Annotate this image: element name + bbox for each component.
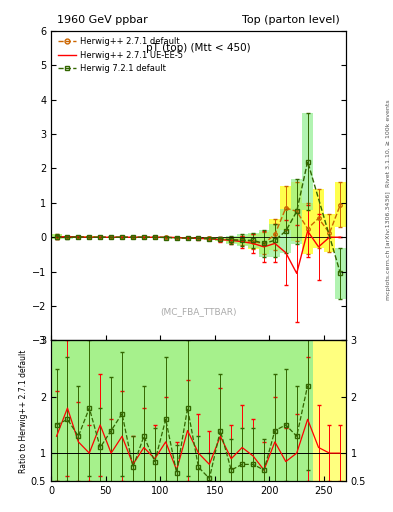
Text: mcplots.cern.ch [arXiv:1306.3436]: mcplots.cern.ch [arXiv:1306.3436] bbox=[386, 191, 391, 300]
Text: 1960 GeV ppbar: 1960 GeV ppbar bbox=[57, 14, 148, 25]
Text: (MC_FBA_TTBAR): (MC_FBA_TTBAR) bbox=[160, 307, 237, 316]
Text: pT (top) (Mtt < 450): pT (top) (Mtt < 450) bbox=[146, 43, 251, 53]
Legend: Herwig++ 2.7.1 default, Herwig++ 2.7.1 UE-EE-5, Herwig 7.2.1 default: Herwig++ 2.7.1 default, Herwig++ 2.7.1 U… bbox=[55, 35, 186, 75]
Text: Rivet 3.1.10, ≥ 100k events: Rivet 3.1.10, ≥ 100k events bbox=[386, 99, 391, 187]
Y-axis label: Ratio to Herwig++ 2.7.1 default: Ratio to Herwig++ 2.7.1 default bbox=[19, 349, 28, 473]
Text: Top (parton level): Top (parton level) bbox=[242, 14, 340, 25]
